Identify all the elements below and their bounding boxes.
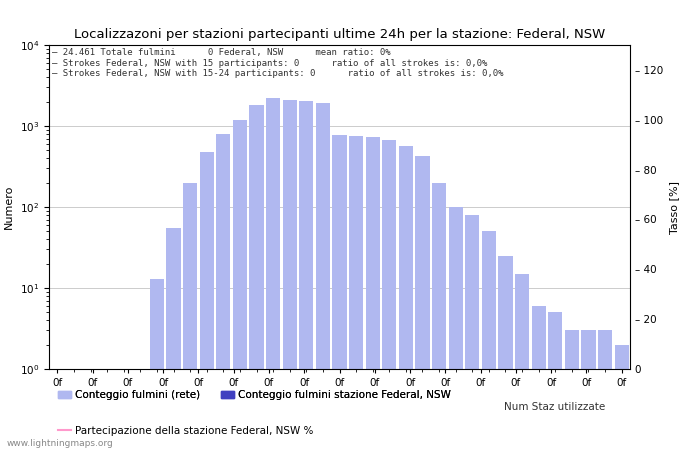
Bar bbox=[515, 274, 529, 450]
Bar bbox=[598, 330, 612, 450]
Bar bbox=[615, 345, 629, 450]
Bar bbox=[415, 156, 430, 450]
Bar bbox=[100, 369, 114, 450]
Y-axis label: Tasso [%]: Tasso [%] bbox=[668, 180, 679, 234]
Bar bbox=[83, 369, 97, 450]
Bar bbox=[199, 152, 213, 450]
Bar bbox=[565, 330, 579, 450]
Bar bbox=[531, 306, 546, 450]
Bar bbox=[233, 120, 247, 450]
Y-axis label: Numero: Numero bbox=[4, 185, 14, 229]
Bar bbox=[365, 137, 380, 450]
Bar bbox=[498, 256, 512, 450]
Bar bbox=[283, 100, 297, 450]
Text: – 24.461 Totale fulmini      0 Federal, NSW      mean ratio: 0%
– Strokes Federa: – 24.461 Totale fulmini 0 Federal, NSW m… bbox=[52, 48, 503, 78]
Bar bbox=[299, 101, 314, 450]
Bar bbox=[249, 105, 264, 450]
Bar bbox=[133, 369, 148, 450]
Bar bbox=[449, 207, 463, 450]
Bar bbox=[466, 215, 480, 450]
Bar bbox=[50, 369, 64, 450]
Bar bbox=[332, 135, 346, 450]
Bar bbox=[432, 183, 446, 450]
Bar bbox=[548, 312, 562, 450]
Bar bbox=[316, 104, 330, 450]
Bar bbox=[66, 369, 81, 450]
Bar bbox=[183, 183, 197, 450]
Bar bbox=[482, 231, 496, 450]
Bar bbox=[399, 146, 413, 450]
Title: Localizzazoni per stazioni partecipanti ultime 24h per la stazione: Federal, NSW: Localizzazoni per stazioni partecipanti … bbox=[74, 28, 605, 41]
Legend: Conteggio fulmini (rete), Conteggio fulmini stazione Federal, NSW: Conteggio fulmini (rete), Conteggio fulm… bbox=[54, 386, 455, 404]
Bar bbox=[266, 98, 280, 450]
Bar bbox=[117, 369, 131, 450]
Bar bbox=[382, 140, 396, 450]
Bar bbox=[582, 330, 596, 450]
Text: Num Staz utilizzate: Num Staz utilizzate bbox=[504, 402, 606, 412]
Bar bbox=[216, 134, 230, 450]
Bar bbox=[167, 228, 181, 450]
Bar bbox=[150, 279, 164, 450]
Bar bbox=[349, 135, 363, 450]
Legend: Partecipazione della stazione Federal, NSW %: Partecipazione della stazione Federal, N… bbox=[54, 422, 318, 440]
Text: www.lightningmaps.org: www.lightningmaps.org bbox=[7, 439, 113, 448]
